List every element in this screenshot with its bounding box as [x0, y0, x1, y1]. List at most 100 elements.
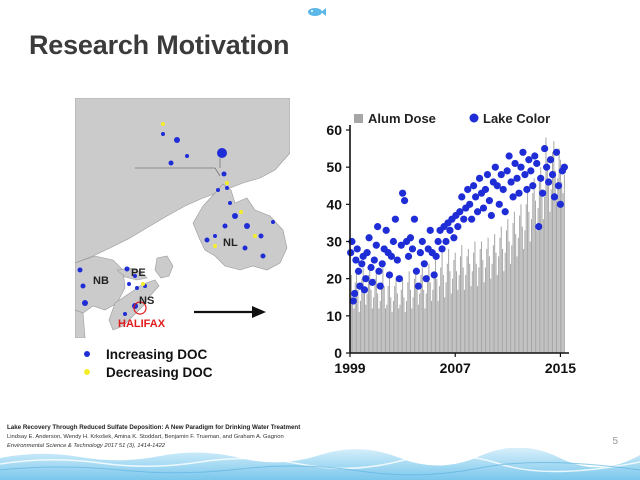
lake-color-point [539, 189, 547, 197]
lake-color-point [420, 260, 428, 268]
y-tick-label: 40 [326, 196, 342, 212]
label-halifax: HALIFAX [118, 318, 166, 330]
lake-color-point [365, 234, 373, 242]
lake-color-point [368, 278, 376, 286]
alum-dose-bar [530, 219, 532, 353]
lake-color-point [533, 159, 541, 168]
alum-dose-bar [370, 289, 372, 353]
alum-dose-bar [413, 278, 415, 353]
lake-color-point [349, 297, 357, 305]
alum-dose-bar [385, 308, 387, 353]
alum-dose-bar [436, 278, 438, 353]
alum-dose-bar [523, 248, 525, 353]
alum-dose-bar [441, 252, 443, 353]
atlantic-canada-map: NL NB PE NS HALIFAX [75, 98, 290, 338]
alum-dose-bar [475, 263, 477, 353]
alum-dose-bar [479, 248, 481, 353]
lake-color-point [375, 267, 383, 275]
decreasing-dot-icon [84, 369, 90, 375]
alum-dose-bar [532, 193, 534, 353]
alum-dose-bar [409, 289, 411, 353]
alum-dose-bar [484, 267, 486, 353]
halifax-marker [133, 301, 147, 315]
lake-color-point [363, 249, 371, 257]
lake-color-point [491, 163, 499, 171]
alum-dose-bar [499, 237, 501, 353]
alum-dose-bar [463, 289, 465, 353]
x-tick-label: 2007 [440, 360, 471, 376]
alum-dose-bar [438, 286, 440, 353]
alum-dose-bar [546, 159, 548, 353]
alum-dose-bar [388, 274, 390, 353]
alum-dose-bar [420, 274, 422, 353]
alum-dose-bar [483, 282, 485, 353]
alum-dose-bar [513, 211, 515, 353]
lake-color-point [376, 282, 384, 290]
alum-dose-bar [403, 297, 405, 353]
alum-dose-bar [458, 274, 460, 353]
lake-color-point [481, 185, 490, 194]
alum-dose-bar [500, 226, 502, 353]
lake-color-point [529, 182, 537, 190]
lake-color-point [418, 237, 426, 246]
lake-color-point [378, 260, 386, 268]
alum-dose-bar [424, 308, 426, 353]
alum-dose-bar [465, 274, 467, 353]
lake-color-point [501, 208, 509, 216]
alum-dose-bar [554, 170, 556, 353]
alum-lake-color-chart: Alum Dose Lake Color 0 10 20 30 40 50 60 1999 20… [326, 111, 576, 376]
alum-dose-bar [356, 271, 358, 353]
lake-color-point [544, 178, 553, 186]
alum-dose-bar [373, 297, 375, 353]
alum-dose-bar [553, 141, 555, 353]
alum-dose-bar [536, 230, 538, 353]
alum-dose-bar [398, 308, 400, 353]
alum-dose-bar [378, 308, 380, 353]
alum-dose-bar [427, 274, 429, 353]
alum-dose-bar [387, 286, 389, 353]
label-nl: NL [223, 237, 238, 249]
lake-color-point [395, 275, 403, 283]
label-pe: PE [131, 267, 146, 279]
lake-color-point [399, 189, 407, 197]
lake-color-point [509, 193, 517, 201]
alum-dose-bar [383, 286, 385, 353]
alum-dose-bar [452, 278, 454, 353]
alum-dose-bar [395, 278, 397, 353]
alum-dose-bar [428, 263, 430, 353]
lake-color-point [556, 200, 565, 208]
alum-dose-bar [416, 286, 418, 353]
alum-dose-bar [437, 300, 439, 353]
arrow-right-icon [194, 306, 266, 318]
alum-dose-bar [431, 300, 433, 353]
alum-dose-bar [504, 252, 506, 353]
alum-dose-bar [406, 300, 408, 353]
alum-dose-bar [538, 182, 540, 353]
label-ns: NS [139, 295, 154, 307]
alum-dose-bar [407, 282, 409, 353]
alum-dose-bar [557, 178, 559, 353]
lake-color-point [521, 171, 529, 179]
alum-dose-bar [396, 293, 398, 353]
alum-dose-bar [540, 167, 542, 353]
lake-color-point [353, 245, 361, 253]
lake-color-point [397, 241, 405, 249]
alum-dose-bar [392, 300, 394, 353]
alum-dose-bar [502, 248, 504, 353]
wave-footer [0, 448, 640, 480]
alum-dose-bar [481, 241, 483, 353]
alum-dose-bar [473, 252, 475, 353]
alum-dose-bar [366, 293, 368, 353]
lake-color-point [406, 234, 415, 242]
alum-dose-bar [408, 271, 410, 353]
alum-dose-bar [563, 174, 565, 353]
alum-dose-bar [445, 282, 447, 353]
alum-dose-bar [371, 308, 373, 353]
alum-dose-bar [558, 148, 560, 353]
lake-color-point [360, 286, 369, 294]
alum-dose-bar [377, 293, 379, 353]
lake-color-point [495, 200, 503, 208]
alum-dose-bar [511, 245, 513, 353]
lake-color-point [434, 237, 442, 246]
alum-dose-bar [537, 208, 539, 353]
